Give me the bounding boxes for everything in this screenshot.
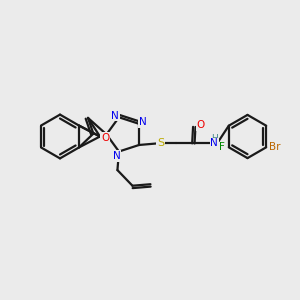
Text: N: N — [113, 151, 120, 161]
Text: O: O — [196, 121, 204, 130]
Text: S: S — [157, 139, 164, 148]
Text: Br: Br — [269, 142, 281, 152]
Text: O: O — [101, 133, 109, 143]
Text: H: H — [211, 134, 218, 142]
Text: N: N — [211, 139, 218, 148]
Text: N: N — [111, 111, 119, 121]
Text: F: F — [219, 142, 225, 152]
Text: N: N — [139, 117, 147, 127]
